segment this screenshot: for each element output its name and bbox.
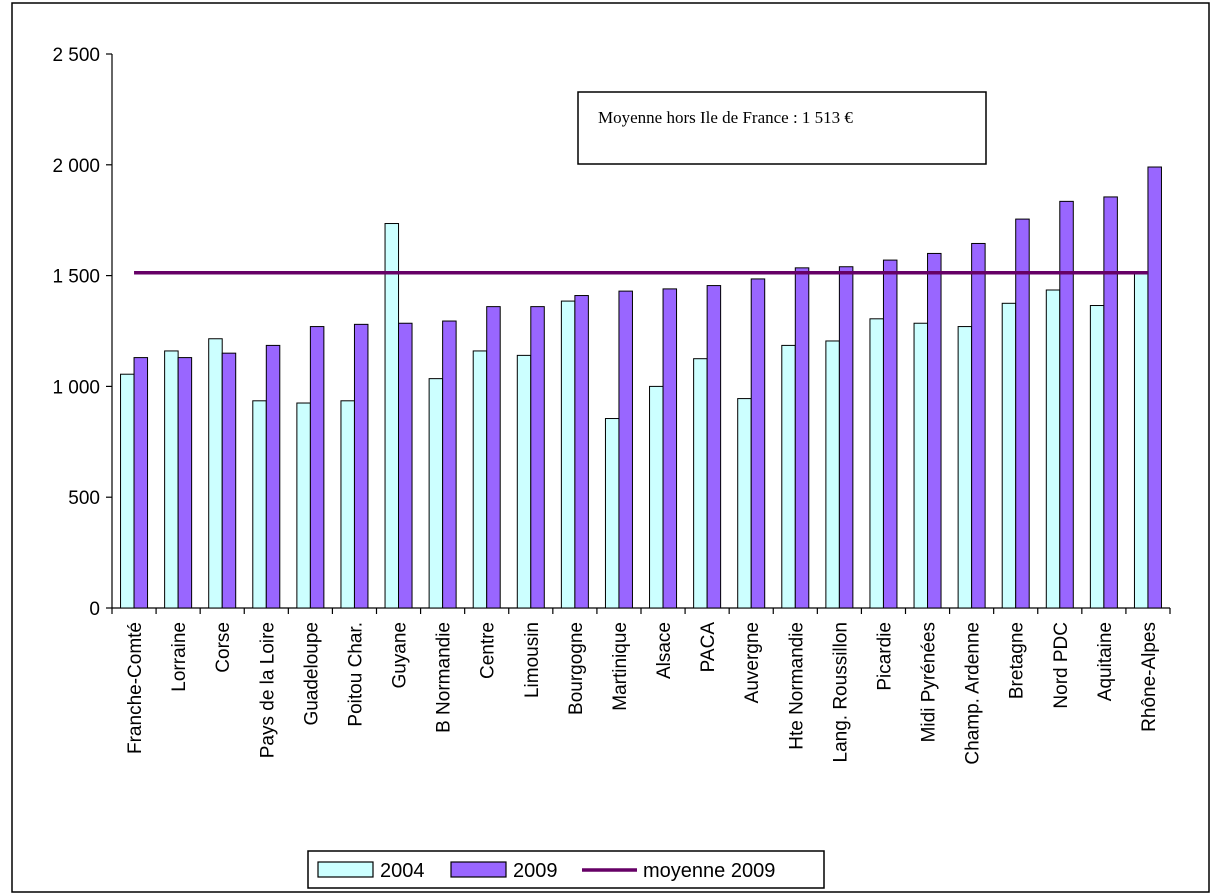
legend-label-2009: 2009	[513, 860, 558, 882]
y-tick-label: 0	[89, 599, 100, 620]
y-tick-label: 2 500	[52, 45, 100, 66]
bar-2004	[120, 373, 135, 609]
category-label: Pays de la Loire	[257, 622, 278, 758]
legend-swatch-2009	[450, 861, 507, 878]
category-label: Midi Pyrénées	[919, 622, 940, 742]
bar-2004	[1001, 302, 1017, 609]
bar-2004	[649, 385, 664, 609]
bar-2009	[574, 295, 589, 609]
category-label: Martinique	[610, 622, 631, 711]
category-label: Aquitaine	[1095, 622, 1116, 701]
category-label: Franche-Comté	[125, 622, 146, 754]
category-label: Picardie	[874, 622, 895, 691]
annotation-frame	[577, 91, 987, 165]
bar-2004	[693, 358, 708, 609]
bar-2009	[177, 357, 193, 609]
bar-2004	[869, 318, 884, 609]
category-label: Nord PDC	[1051, 622, 1072, 709]
bar-2004	[957, 326, 973, 609]
bar-2009	[353, 323, 369, 609]
bar-2004	[781, 344, 796, 609]
bar-2004	[208, 338, 223, 609]
bar-2004	[737, 398, 752, 609]
category-label: Lorraine	[169, 622, 190, 692]
annotation-box: Moyenne hors Ile de France : 1 513 €	[577, 91, 987, 165]
category-label: Alsace	[654, 622, 675, 679]
bar-2004	[825, 340, 840, 609]
bar-2009	[221, 352, 237, 609]
category-label: Bretagne	[1007, 622, 1028, 699]
category-label: Bourgogne	[566, 622, 587, 715]
bar-2004	[296, 402, 311, 609]
axes-layer	[106, 53, 1171, 614]
y-tick-label: 2 000	[52, 156, 100, 177]
bar-2009	[662, 288, 678, 609]
bar-2004	[1133, 272, 1149, 609]
bar-2004	[516, 354, 532, 609]
legend: 2004 2009 moyenne 2009	[307, 850, 825, 889]
bar-2009	[971, 242, 986, 609]
category-label: Hte Normandie	[786, 622, 807, 750]
category-label: Guadeloupe	[301, 622, 322, 726]
category-label: Corse	[213, 622, 234, 673]
bar-2009	[265, 344, 281, 609]
bar-2004	[428, 378, 444, 609]
bar-2009	[133, 357, 149, 609]
category-label: Lang. Roussillon	[830, 622, 851, 762]
bar-2009	[1103, 196, 1118, 609]
bar-2009	[838, 266, 854, 609]
bar-2004	[604, 418, 620, 609]
labels-layer: 0 500 1 000 1 500 2 000 2 500 Franche-Comté Lor…	[52, 45, 1160, 765]
bar-2004	[560, 300, 576, 609]
y-tick-label: 500	[68, 488, 100, 509]
bar-2004	[164, 350, 179, 609]
category-label: Rhône-Alpes	[1139, 622, 1160, 732]
category-label: Guyane	[390, 622, 411, 689]
bar-2009	[927, 252, 942, 609]
bar-2009	[309, 326, 325, 609]
category-label: Auvergne	[742, 622, 763, 703]
bar-2009	[1015, 218, 1030, 609]
y-tick-label: 1 500	[52, 267, 100, 288]
legend-label-2004: 2004	[380, 860, 425, 882]
bar-2004	[340, 400, 355, 609]
category-label: PACA	[698, 622, 719, 673]
bar-2009	[1147, 166, 1162, 609]
annotation-text: Moyenne hors Ile de France : 1 513 €	[598, 108, 853, 127]
bar-2004	[1045, 289, 1061, 609]
bar-2004	[1089, 305, 1105, 609]
bar-2009	[486, 306, 501, 609]
bar-2009	[794, 267, 810, 609]
legend-frame	[307, 850, 825, 889]
bar-2004	[913, 322, 929, 609]
legend-label-moyenne: moyenne 2009	[643, 860, 775, 882]
bar-2009	[398, 322, 413, 609]
category-label: Centre	[478, 622, 499, 679]
category-label: Poitou Char.	[345, 622, 366, 727]
bar-2009	[882, 259, 898, 609]
bar-2009	[618, 290, 633, 609]
bar-2009	[706, 285, 722, 609]
category-label: Champ. Ardenne	[963, 622, 984, 765]
bar-2009	[1059, 200, 1074, 609]
bar-2009	[750, 278, 766, 609]
category-label: B Normandie	[434, 622, 455, 733]
bar-2004	[472, 350, 488, 609]
bar-2004	[384, 223, 400, 609]
legend-swatch-2004	[317, 861, 374, 878]
bar-2009	[530, 306, 545, 609]
y-tick-label: 1 000	[52, 377, 100, 398]
bar-2004	[252, 400, 267, 609]
category-label: Limousin	[522, 622, 543, 698]
bar-2009	[442, 320, 457, 609]
